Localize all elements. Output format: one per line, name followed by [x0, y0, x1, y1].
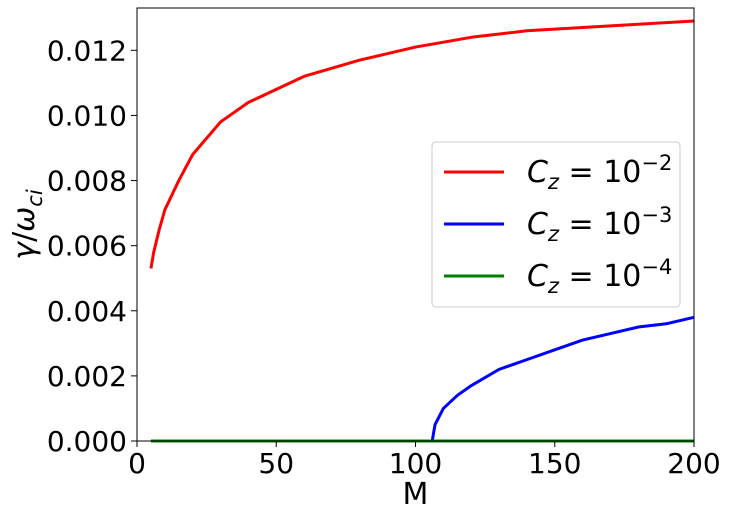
y-tick-label: 0.006 — [47, 230, 127, 263]
y-tick-label: 0.008 — [47, 165, 127, 198]
y-axis: 0.000 0.002 0.004 0.006 0.008 0.010 0.012 — [47, 34, 137, 458]
y-tick-label: 0.000 — [47, 425, 127, 458]
series-line-2 — [150, 315, 695, 443]
y-tick-label: 0.010 — [47, 99, 127, 132]
legend: Cz = 10−2 Cz = 10−3 Cz = 10−4 — [431, 141, 681, 308]
y-tick-label: 0.012 — [47, 34, 127, 67]
x-tick-label: 100 — [389, 447, 442, 480]
x-tick-label: 0 — [128, 447, 146, 480]
x-tick-label: 200 — [667, 447, 720, 480]
legend-label-1: Cz = 10−2 — [527, 151, 672, 194]
legend-box — [431, 141, 681, 308]
x-axis: 0 50 100 150 200 — [128, 441, 721, 480]
series-line-1 — [149, 19, 695, 269]
y-axis-label: γ/ωci — [7, 189, 47, 260]
legend-label-2: Cz = 10−3 — [527, 203, 672, 246]
y-tick-label: 0.004 — [47, 295, 127, 328]
y-tick-label: 0.002 — [47, 360, 127, 393]
x-axis-label: M — [403, 477, 429, 512]
legend-label-3: Cz = 10−4 — [527, 255, 672, 298]
x-tick-label: 50 — [258, 447, 294, 480]
x-tick-label: 150 — [528, 447, 581, 480]
